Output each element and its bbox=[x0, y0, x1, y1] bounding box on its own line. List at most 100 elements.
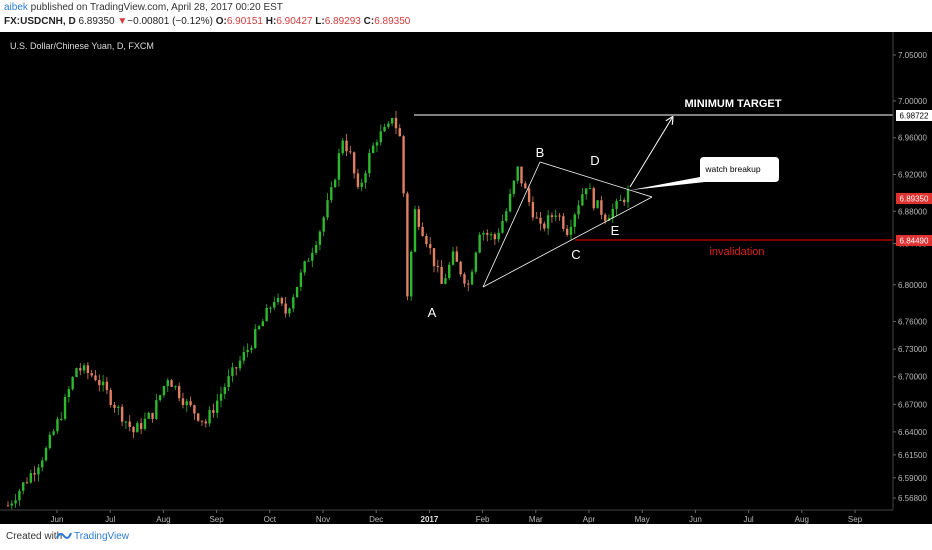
candle-body bbox=[284, 303, 287, 314]
symbol-info: FX:USDCNH, D 6.89350 ▼−0.00801 (−0.12%) … bbox=[4, 16, 410, 27]
candlestick-series bbox=[6, 110, 630, 510]
open-label: O: bbox=[215, 16, 227, 27]
candle-body bbox=[250, 348, 253, 350]
low-value: 6.89293 bbox=[324, 16, 361, 27]
candle-body bbox=[177, 386, 181, 399]
candle-body bbox=[429, 244, 432, 249]
price-tick-label: 7.00000 bbox=[898, 97, 927, 106]
candle-body bbox=[155, 400, 158, 419]
price-tick-label: 6.96000 bbox=[898, 134, 927, 143]
candle-body bbox=[56, 419, 59, 432]
candle-body bbox=[425, 236, 428, 245]
candle-body bbox=[185, 401, 188, 406]
candle-body bbox=[383, 126, 386, 132]
candle-body bbox=[379, 131, 382, 143]
price-tick-label: 6.70000 bbox=[898, 373, 927, 382]
candle-body bbox=[82, 365, 86, 371]
candle-body bbox=[573, 214, 576, 227]
candle-body bbox=[94, 375, 97, 381]
candle-body bbox=[124, 421, 128, 423]
time-axis[interactable]: Jun Jul Aug Sep Oct Nov Dec 2017 Feb Mar Apr May Jun… bbox=[0, 509, 893, 524]
candle-body bbox=[212, 410, 215, 413]
high-label: H: bbox=[265, 16, 277, 27]
price-tick-label: 7.05000 bbox=[898, 51, 927, 60]
candle-body bbox=[109, 390, 112, 405]
breakout-arrow[interactable] bbox=[629, 118, 672, 188]
candle-body bbox=[535, 217, 538, 219]
candle-body bbox=[181, 398, 185, 406]
last-price-badge bbox=[896, 193, 932, 204]
candle-body bbox=[360, 182, 363, 187]
candle-body bbox=[120, 406, 124, 422]
candle-body bbox=[273, 302, 276, 308]
candle-body bbox=[611, 208, 614, 219]
last-price-badge-text: 6.89350 bbox=[900, 195, 929, 204]
candle-body bbox=[463, 274, 466, 284]
candle-body bbox=[147, 412, 150, 419]
symbol-label: FX:USDCNH, D bbox=[4, 16, 76, 27]
candle-body bbox=[626, 189, 630, 203]
candle-body bbox=[71, 377, 74, 390]
price-tick-label: 6.88000 bbox=[898, 207, 927, 216]
time-tick-label: May bbox=[635, 515, 650, 524]
candle-body bbox=[238, 360, 242, 369]
tradingview-brand-link[interactable]: TradingView bbox=[74, 531, 130, 542]
candle-body bbox=[543, 223, 546, 229]
candle-body bbox=[242, 352, 246, 361]
price-tick-label: 6.80000 bbox=[898, 281, 927, 290]
triangle-left-line[interactable] bbox=[482, 161, 541, 288]
candle-body bbox=[569, 226, 573, 235]
candle-body bbox=[101, 381, 105, 386]
low-label: L: bbox=[315, 16, 325, 27]
target-price-badge-text: 6.98722 bbox=[900, 112, 929, 121]
open-value: 6.90151 bbox=[226, 16, 263, 27]
candle-body bbox=[558, 215, 561, 217]
price-tick-label: 6.76000 bbox=[898, 318, 927, 327]
candle-body bbox=[105, 381, 109, 391]
time-tick-label: Jun bbox=[51, 515, 64, 524]
chart-title: U.S. Dollar/Chinese Yuan, D, FXCM bbox=[10, 41, 154, 51]
candle-body bbox=[52, 431, 55, 435]
triangle-upper-line[interactable] bbox=[539, 161, 653, 198]
candle-body bbox=[231, 367, 234, 377]
wave-label-e: E bbox=[611, 223, 620, 238]
time-tick-label: Nov bbox=[316, 515, 330, 524]
candle-body bbox=[261, 321, 265, 327]
time-tick-label: Jun bbox=[689, 515, 702, 524]
triangle-lower-line[interactable] bbox=[482, 196, 653, 288]
candle-body bbox=[79, 368, 82, 371]
invalidation-price-badge-text: 6.84490 bbox=[900, 237, 929, 246]
candle-body bbox=[29, 473, 33, 483]
candle-body bbox=[128, 421, 131, 427]
price-axis[interactable]: 7.05000 7.00000 6.96000 6.92000 6.88000 6.844… bbox=[892, 32, 927, 510]
candle-body bbox=[63, 397, 67, 419]
candle-body bbox=[257, 326, 261, 330]
candle-body bbox=[139, 423, 143, 429]
candle-body bbox=[467, 283, 470, 285]
candle-body bbox=[531, 202, 535, 218]
publish-info: aibek published on TradingView.com, Apri… bbox=[4, 2, 283, 13]
candle-body bbox=[265, 307, 268, 322]
candle-body bbox=[90, 373, 93, 376]
candle-body bbox=[299, 272, 303, 287]
candle-body bbox=[451, 251, 455, 265]
candle-body bbox=[486, 233, 489, 235]
candle-body bbox=[406, 193, 409, 297]
candle-body bbox=[565, 228, 569, 235]
candle-body bbox=[330, 187, 333, 201]
chart-area[interactable]: U.S. Dollar/Chinese Yuan, D, FXCM MINIMU… bbox=[0, 32, 932, 524]
last-price: 6.89350 bbox=[78, 16, 115, 27]
time-tick-label: Apr bbox=[583, 515, 596, 524]
candle-body bbox=[459, 261, 462, 275]
callout-bubble[interactable] bbox=[631, 157, 779, 190]
price-badges: 6.98722 6.89350 6.84490 bbox=[896, 110, 932, 246]
candle-body bbox=[235, 367, 238, 369]
candle-body bbox=[592, 188, 595, 209]
candle-body bbox=[288, 308, 291, 314]
author-link[interactable]: aibek bbox=[4, 2, 28, 13]
price-chart[interactable]: U.S. Dollar/Chinese Yuan, D, FXCM MINIMU… bbox=[0, 32, 932, 524]
candle-body bbox=[162, 386, 166, 396]
candle-body bbox=[387, 123, 390, 127]
candle-body bbox=[314, 244, 318, 253]
candle-body bbox=[448, 264, 451, 279]
